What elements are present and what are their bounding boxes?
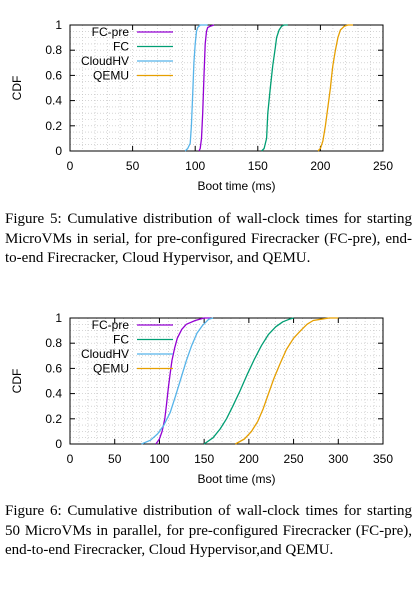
y-axis-label: CDF — [10, 369, 24, 394]
plot-frame — [69, 24, 384, 152]
legend-label: FC-pre — [92, 25, 130, 39]
y-tick-label: 0 — [55, 144, 62, 158]
x-tick-label: 0 — [67, 159, 74, 173]
y-tick-label: 0.6 — [45, 68, 62, 82]
y-tick-label: 0.6 — [45, 361, 62, 375]
series-line-fc — [261, 24, 288, 152]
y-tick-label: 0.8 — [45, 336, 62, 350]
series-line-fc-pre — [198, 24, 215, 152]
x-tick-label: 250 — [284, 452, 304, 466]
x-axis-label: Boot time (ms) — [197, 179, 275, 193]
y-tick-label: 0.2 — [45, 119, 62, 133]
plot-frame — [69, 317, 384, 445]
legend-label: FC — [113, 333, 129, 347]
series-line-qemu — [317, 24, 353, 152]
y-tick-label: 0.2 — [45, 412, 62, 426]
y-tick-label: 0.8 — [45, 43, 62, 57]
figure-6-chart: 0 50 100 150 200 250 300 350 0 0.2 0.4 0.6 0.8 1 Boot … — [10, 311, 393, 486]
legend-label: QEMU — [93, 362, 129, 376]
x-tick-label: 250 — [373, 159, 393, 173]
legend-label: CloudHV — [81, 347, 129, 361]
legend-label: FC-pre — [92, 318, 130, 332]
figure-5-caption: Figure 5: Cumulative distribution of wal… — [5, 211, 412, 266]
series-line-cloudhv — [141, 317, 214, 445]
series-line-cloudhv — [184, 24, 208, 152]
y-tick-label: 1 — [55, 311, 62, 325]
x-tick-label: 350 — [373, 452, 393, 466]
x-axis-label: Boot time (ms) — [197, 472, 275, 486]
legend-label: CloudHV — [81, 54, 129, 68]
y-axis-label: CDF — [10, 76, 24, 101]
y-tick-label: 0.4 — [45, 94, 62, 108]
series-line-fc — [203, 317, 294, 445]
figure-5-chart: 0 50 100 150 200 250 0 0.2 0.4 0.6 0.8 1 Boot time (… — [10, 18, 393, 193]
series-line-qemu — [235, 317, 339, 445]
x-tick-label: 0 — [67, 452, 74, 466]
x-tick-label: 200 — [239, 452, 259, 466]
y-tick-label: 1 — [55, 18, 62, 32]
x-tick-label: 100 — [149, 452, 169, 466]
x-tick-label: 150 — [248, 159, 268, 173]
figure-6-caption: Figure 6: Cumulative distribution of wal… — [5, 503, 412, 558]
x-tick-label: 50 — [108, 452, 122, 466]
y-tick-label: 0.4 — [45, 387, 62, 401]
legend-label: FC — [113, 40, 129, 54]
x-tick-label: 300 — [328, 452, 348, 466]
x-tick-label: 50 — [126, 159, 140, 173]
legend-label: QEMU — [93, 69, 129, 83]
x-tick-label: 200 — [310, 159, 330, 173]
y-tick-label: 0 — [55, 437, 62, 451]
x-tick-label: 150 — [194, 452, 214, 466]
x-tick-label: 100 — [185, 159, 205, 173]
